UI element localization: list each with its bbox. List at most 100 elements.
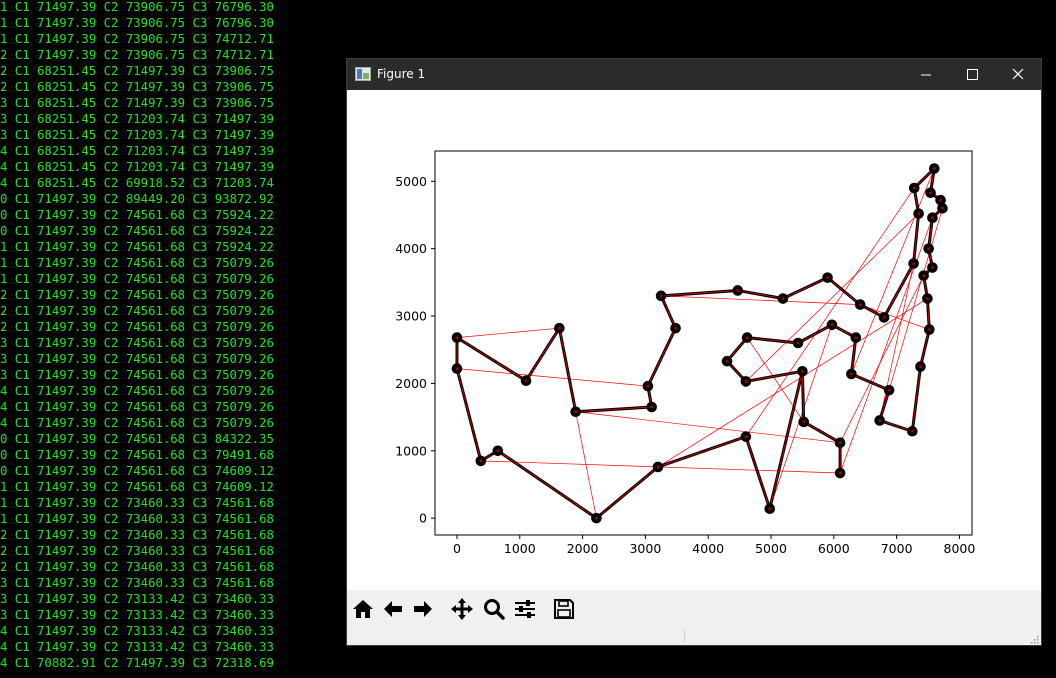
scatter-chart[interactable]: 0 1000 2000 3000 4000 5000 6000 7000 8000 0 1000 2… xyxy=(347,90,1041,590)
axes-frame xyxy=(434,150,973,536)
console-line: 2 C1 71497.39 C2 74561.68 C3 75079.26 xyxy=(0,288,274,302)
console-line: 0 C1 71497.39 C2 74561.68 C3 74609.12 xyxy=(0,464,274,478)
data-point-center xyxy=(574,410,578,414)
red-edge xyxy=(575,411,841,444)
red-edge xyxy=(879,263,914,421)
status-bar xyxy=(347,628,1041,645)
data-point-center xyxy=(858,303,862,306)
close-button[interactable] xyxy=(995,59,1041,90)
maximize-icon xyxy=(967,69,978,80)
minimize-button[interactable] xyxy=(903,59,949,90)
console-line: 4 C1 68251.45 C2 71203.74 C3 71497.39 xyxy=(0,144,274,158)
x-tick-label: 5000 xyxy=(755,541,787,556)
zoom-button[interactable] xyxy=(480,595,508,623)
resize-grip-icon[interactable] xyxy=(1029,634,1039,644)
maximize-button[interactable] xyxy=(949,59,995,90)
forward-button[interactable] xyxy=(409,595,437,623)
data-point-center xyxy=(455,336,459,340)
data-point-center xyxy=(496,449,500,453)
y-tick-label: 2000 xyxy=(395,376,427,391)
plot-canvas[interactable]: 0 1000 2000 3000 4000 5000 6000 7000 8000 0 1000 2… xyxy=(347,90,1041,590)
data-point-center xyxy=(922,274,926,278)
console-line: 1 C1 71497.39 C2 74561.68 C3 75079.26 xyxy=(0,272,274,286)
red-edge xyxy=(839,275,924,443)
console-line: 0 C1 71497.39 C2 74561.68 C3 79491.68 xyxy=(0,448,274,462)
data-point-center xyxy=(479,459,483,463)
data-point-center xyxy=(878,419,882,422)
console-line: 1 C1 71497.39 C2 73906.75 C3 76796.30 xyxy=(0,0,274,14)
configure-subplots-button[interactable] xyxy=(511,595,539,623)
data-point-center xyxy=(838,471,842,475)
red-edge xyxy=(661,295,861,305)
data-point-center xyxy=(557,326,561,330)
configure-subplots-icon xyxy=(515,600,535,618)
red-edge xyxy=(745,213,919,382)
console-line: 2 C1 71497.39 C2 73906.75 C3 74712.71 xyxy=(0,48,274,62)
x-axis-ticks: 0 1000 2000 3000 4000 5000 6000 7000 8000 xyxy=(453,535,975,556)
y-tick-label: 3000 xyxy=(395,309,427,324)
data-point-center xyxy=(656,465,660,469)
x-tick-label: 1000 xyxy=(504,541,536,556)
console-line: 3 C1 71497.39 C2 73133.42 C3 73460.33 xyxy=(0,608,274,622)
data-points xyxy=(451,163,948,524)
red-edge xyxy=(575,411,597,519)
red-edge xyxy=(769,324,833,509)
data-point-center xyxy=(781,297,785,300)
console-line: 3 C1 71497.39 C2 73460.33 C3 74561.68 xyxy=(0,576,274,590)
data-point-center xyxy=(939,198,942,202)
red-edge xyxy=(456,327,560,338)
x-tick-label: 0 xyxy=(453,541,461,556)
data-point-center xyxy=(919,365,922,368)
console-line: 3 C1 71497.39 C2 74561.68 C3 75079.26 xyxy=(0,352,274,366)
x-tick-label: 7000 xyxy=(881,541,913,556)
forward-arrow-icon xyxy=(414,601,432,617)
console-line: 0 C1 71497.39 C2 89449.20 C3 93872.92 xyxy=(0,192,274,206)
console-line: 4 C1 71497.39 C2 74561.68 C3 75079.26 xyxy=(0,416,274,430)
console-line: 1 C1 71497.39 C2 74561.68 C3 75079.26 xyxy=(0,256,274,270)
console-line: 2 C1 71497.39 C2 73460.33 C3 74561.68 xyxy=(0,560,274,574)
data-point-center xyxy=(768,507,772,511)
home-button[interactable] xyxy=(349,595,377,623)
data-point-center xyxy=(595,516,598,520)
console-line: 1 C1 71497.39 C2 73906.75 C3 74712.71 xyxy=(0,32,274,46)
data-point-center xyxy=(887,388,891,392)
data-point-center xyxy=(882,316,886,319)
data-point-center xyxy=(826,276,829,280)
red-edge xyxy=(657,298,928,468)
console-line: 4 C1 68251.45 C2 69918.52 C3 71203.74 xyxy=(0,176,274,190)
data-point-center xyxy=(927,328,931,331)
figure-window[interactable]: Figure 1 0 1000 2000 3000 4000 5000 6000 7000 80… xyxy=(346,58,1042,646)
zoom-icon xyxy=(484,599,505,620)
back-arrow-icon xyxy=(384,601,402,617)
red-edge xyxy=(851,168,935,375)
pan-button[interactable] xyxy=(448,595,476,623)
red-edges xyxy=(456,168,943,519)
console-line: 3 C1 71497.39 C2 74561.68 C3 75079.26 xyxy=(0,368,274,382)
y-tick-label: 5000 xyxy=(395,174,427,189)
y-tick-label: 4000 xyxy=(395,241,427,256)
data-point-center xyxy=(927,247,931,251)
console-line: 2 C1 71497.39 C2 73460.33 C3 74561.68 xyxy=(0,544,274,558)
data-point-center xyxy=(646,384,650,388)
app-icon xyxy=(355,67,371,81)
tour-line xyxy=(455,337,842,520)
y-tick-label: 0 xyxy=(419,511,427,526)
title-bar[interactable]: Figure 1 xyxy=(347,59,1041,90)
data-point-center xyxy=(912,262,915,265)
y-tick-label: 1000 xyxy=(395,443,427,458)
data-point-center xyxy=(912,186,916,190)
console-line: 3 C1 68251.45 C2 71203.74 C3 71497.39 xyxy=(0,128,274,142)
console-line: 1 C1 71497.39 C2 73460.33 C3 74561.68 xyxy=(0,512,274,526)
red-edge xyxy=(888,208,943,391)
data-point-center xyxy=(524,379,528,383)
data-point-center xyxy=(931,266,934,269)
data-point-center xyxy=(674,326,677,330)
data-point-center xyxy=(932,167,936,170)
save-button[interactable] xyxy=(550,595,578,623)
back-button[interactable] xyxy=(379,595,407,623)
console-line: 4 C1 71497.39 C2 73133.42 C3 73460.33 xyxy=(0,640,274,654)
close-icon xyxy=(1012,68,1024,80)
console-line: 0 C1 71497.39 C2 74561.68 C3 75924.22 xyxy=(0,224,274,238)
data-point-center xyxy=(941,206,944,210)
